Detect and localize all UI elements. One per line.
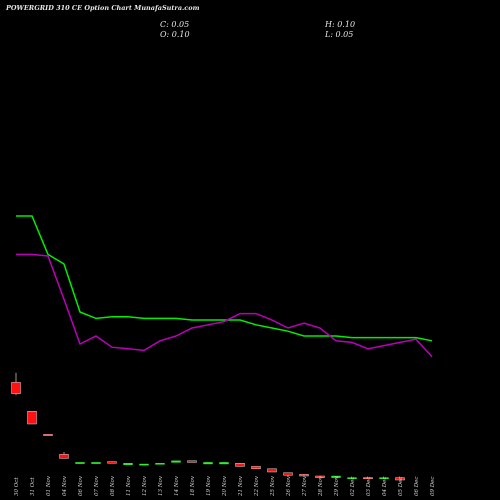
- high-readout: H: 0.10: [325, 20, 356, 29]
- green-indicator-line: [16, 215, 433, 342]
- candle-body: [235, 463, 245, 467]
- candle-body: [139, 463, 149, 466]
- candle-body: [267, 468, 277, 473]
- x-tick-label: 29 Nov: [334, 475, 340, 497]
- candle-body: [123, 463, 133, 466]
- x-tick-label: 07 Nov: [94, 475, 100, 496]
- x-tick-label: 03 Dec: [366, 477, 372, 497]
- x-tick-label: 31 Oct: [30, 477, 36, 496]
- candle-body: [75, 462, 85, 464]
- candle-body: [315, 475, 325, 478]
- candle-body: [171, 460, 181, 463]
- x-tick-label: 06 Nov: [78, 475, 84, 496]
- candle-body: [283, 472, 293, 476]
- x-tick-label: 14 Nov: [174, 475, 180, 496]
- candle-body: [107, 461, 117, 464]
- chart-title: POWERGRID 310 CE Option Chart MunafaSutr…: [6, 4, 200, 12]
- candle-body: [347, 477, 357, 480]
- candle-body: [363, 477, 373, 480]
- x-tick-label: 11 Nov: [126, 475, 132, 496]
- x-tick-label: 28 Nov: [318, 475, 324, 497]
- x-tick-label: 21 Nov: [238, 475, 244, 497]
- candle-body: [43, 434, 53, 436]
- x-tick-label: 04 Dec: [382, 477, 388, 497]
- candle-body: [219, 462, 229, 465]
- x-tick-label: 09 Dec: [430, 477, 436, 497]
- x-tick-label: 04 Nov: [62, 475, 68, 496]
- low-readout: L: 0.05: [325, 30, 354, 39]
- x-tick-label: 08 Nov: [110, 475, 116, 496]
- candle-body: [203, 462, 213, 465]
- candle-body: [155, 463, 165, 465]
- candle-body: [11, 382, 21, 394]
- candle-body: [187, 460, 197, 463]
- x-tick-label: 20 Nov: [222, 475, 228, 497]
- x-tick-label: 30 Oct: [14, 477, 20, 496]
- close-readout: C: 0.05: [160, 20, 190, 29]
- x-tick-label: 06 Dec: [414, 477, 420, 497]
- x-tick-label: 18 Nov: [190, 475, 196, 496]
- candle-body: [395, 477, 405, 481]
- open-readout: O: 0.10: [160, 30, 190, 39]
- candle-body: [91, 462, 101, 464]
- x-tick-label: 02 Dec: [350, 477, 356, 497]
- candle-body: [379, 477, 389, 480]
- x-tick-label: 19 Nov: [206, 475, 212, 496]
- candle-body: [59, 454, 69, 459]
- purple-indicator-line: [16, 253, 433, 358]
- x-tick-label: 05 Dec: [398, 477, 404, 497]
- x-tick-label: 27 Nov: [302, 475, 308, 497]
- x-tick-label: 26 Nov: [286, 475, 292, 497]
- candle-body: [299, 474, 309, 477]
- candle-body: [251, 466, 261, 469]
- candle-body: [27, 411, 37, 425]
- x-tick-label: 25 Nov: [270, 475, 276, 497]
- x-tick-label: 12 Nov: [142, 475, 148, 496]
- x-tick-label: 13 Nov: [158, 475, 164, 496]
- x-tick-label: 01 Nov: [46, 475, 52, 496]
- x-tick-label: 22 Nov: [254, 475, 260, 497]
- candle-body: [331, 475, 341, 478]
